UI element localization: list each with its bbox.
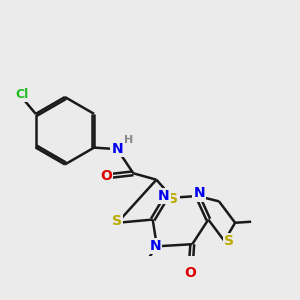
Text: H: H [124, 135, 133, 145]
Text: N: N [111, 142, 123, 156]
Text: S: S [112, 214, 122, 228]
Text: Cl: Cl [16, 88, 29, 100]
Text: O: O [185, 266, 197, 280]
Text: N: N [149, 239, 161, 253]
Text: N: N [158, 189, 170, 203]
Text: S: S [224, 234, 234, 248]
Text: N: N [194, 187, 205, 200]
Text: O: O [100, 169, 112, 183]
Text: S: S [168, 192, 178, 206]
